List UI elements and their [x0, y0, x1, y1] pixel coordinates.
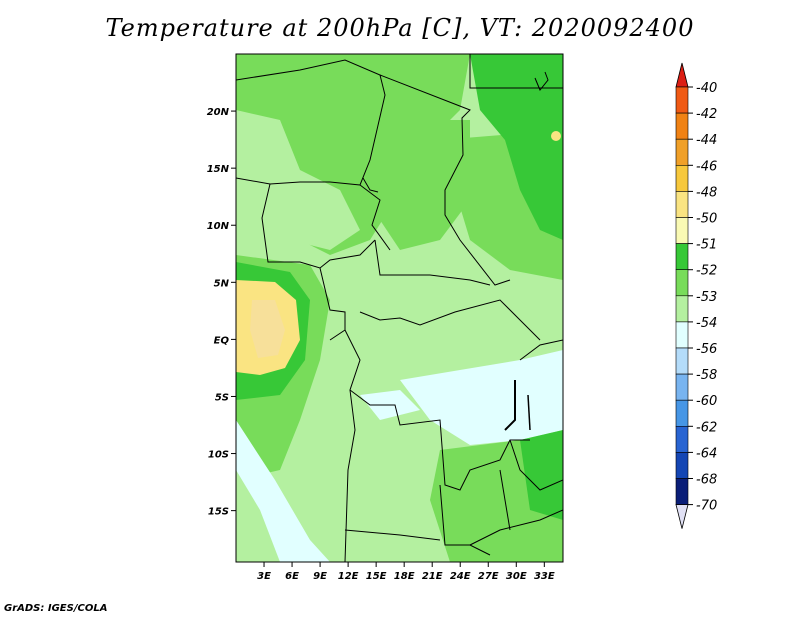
- field-band-minus-53-southwest-coast: [236, 470, 280, 562]
- colorbar-segment: [675, 112, 689, 140]
- x-tick-label: 12E: [338, 571, 359, 582]
- grads-credit: GrADS: IGES/COLA: [4, 603, 108, 614]
- colorbar-segment: [675, 373, 689, 401]
- field-band-minus-51-northeast: [470, 54, 563, 240]
- colorbar-label: -70: [696, 499, 717, 514]
- field-band-minus-54-east: [400, 350, 563, 445]
- x-tick-label: 27E: [478, 571, 499, 582]
- colorbar-segment: [675, 269, 689, 297]
- x-tick-label: 18E: [394, 571, 415, 582]
- colorbar-segment: [675, 138, 689, 166]
- y-tick-label: 15N: [207, 164, 230, 175]
- field-band-minus-51-southeast: [520, 430, 563, 520]
- colorbar-segment: [675, 191, 689, 218]
- colorbar-segment: [675, 86, 689, 114]
- x-tick-label: 15E: [366, 571, 387, 582]
- country-borders: [236, 54, 563, 562]
- colorbar-top-arrow: [675, 62, 689, 88]
- colorbar-segment: [675, 478, 689, 505]
- y-tick-label: 10N: [207, 221, 230, 232]
- colorbar-segment: [675, 347, 689, 375]
- colorbar-segment: [675, 295, 689, 323]
- colorbar-label: -40: [696, 81, 717, 96]
- colorbar-label: -56: [696, 342, 717, 357]
- colorbar-label: -52: [696, 264, 717, 279]
- chart-title: Temperature at 200hPa [C], VT: 202009240…: [105, 14, 695, 42]
- colorbar-label: -51: [696, 238, 717, 253]
- colorbar-segment: [675, 321, 689, 349]
- map-frame: [235, 53, 564, 563]
- colorbar-segment: [675, 165, 689, 192]
- colorbar-label: -54: [696, 316, 717, 331]
- colorbar-segment: [675, 243, 689, 271]
- x-tick-label: 9E: [313, 571, 327, 582]
- colorbar-label: -44: [696, 133, 717, 148]
- field-band-warm-core: [250, 300, 285, 358]
- y-tick-label: 5N: [214, 278, 230, 289]
- y-axis: 20N 15N 10N 5N EQ 5S 10S 15S: [207, 107, 236, 518]
- y-tick-label: 20N: [207, 107, 230, 118]
- colorbar-legend: -40 -42 -44 -46 -48 -50 -51 -52 -53 -54 -56 -58 -60 -…: [675, 62, 717, 529]
- colorbar-label: -48: [696, 185, 717, 200]
- colorbar-label: -42: [696, 107, 717, 122]
- colorbar-label: -53: [696, 290, 717, 305]
- colorbar-label: -64: [696, 446, 717, 461]
- field-warm-spot: [551, 131, 561, 141]
- colorbar-segment: [675, 425, 689, 453]
- x-tick-label: 24E: [450, 571, 471, 582]
- colorbar-bottom-arrow: [675, 504, 689, 529]
- x-tick-label: 30E: [506, 571, 527, 582]
- y-tick-label: EQ: [214, 335, 230, 346]
- field-band-minus-53-west: [236, 110, 360, 250]
- x-tick-label: 6E: [285, 571, 299, 582]
- x-tick-label: 3E: [257, 571, 271, 582]
- x-tick-label: 21E: [422, 571, 443, 582]
- colorbar-label: -50: [696, 212, 717, 227]
- colorbar-label: -68: [696, 473, 717, 488]
- y-tick-label: 5S: [215, 392, 229, 403]
- colorbar-label: -58: [696, 368, 717, 383]
- colorbar-label: -46: [696, 159, 717, 174]
- temperature-field: [236, 54, 563, 562]
- y-tick-label: 10S: [208, 450, 229, 461]
- colorbar-segment: [675, 217, 689, 244]
- colorbar-label: -62: [696, 420, 717, 435]
- colorbar-label: -60: [696, 394, 717, 409]
- x-tick-label: 33E: [534, 571, 555, 582]
- x-axis: 3E 6E 9E 12E 15E 18E 21E 24E 27E 30E 33E: [257, 562, 555, 582]
- y-tick-label: 15S: [208, 507, 229, 518]
- colorbar-segment: [675, 452, 689, 479]
- colorbar-segment: [675, 399, 689, 427]
